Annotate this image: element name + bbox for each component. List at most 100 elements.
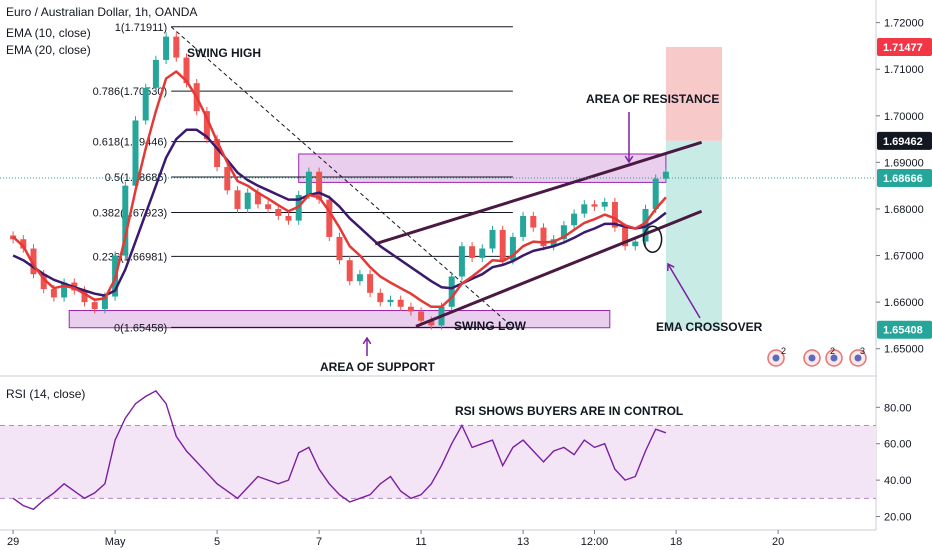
swing-high-label: SWING HIGH	[187, 46, 261, 60]
candle-body	[275, 208, 282, 216]
candle-body	[356, 274, 363, 282]
support-label: AREA OF SUPPORT	[320, 360, 436, 374]
crossover-label: EMA CROSSOVER	[656, 320, 763, 334]
fib-level-label: 0(1.65458)	[114, 322, 167, 334]
price-tag	[877, 168, 932, 187]
rsi-note-label: RSI SHOWS BUYERS ARE IN CONTROL	[455, 404, 683, 418]
candle-body	[479, 248, 486, 258]
price-tag	[877, 37, 932, 56]
candle-body	[346, 260, 353, 282]
candle-body	[560, 225, 567, 240]
candle-body	[540, 227, 547, 247]
candle-body	[203, 111, 210, 140]
candle-body	[173, 36, 180, 58]
price-axis-label: 1.66000	[884, 297, 924, 309]
candle-body	[601, 201, 608, 207]
candle-body	[40, 274, 47, 290]
resistance-label: AREA OF RESISTANCE	[586, 92, 719, 106]
candle-body	[387, 299, 394, 303]
swing-low-label: SWING LOW	[454, 319, 527, 333]
candle-body	[581, 204, 588, 214]
candle-body	[254, 192, 261, 205]
candle-body	[469, 246, 476, 258]
candle-body	[163, 36, 170, 60]
price-tag	[877, 131, 932, 150]
price-axis-label: 1.70000	[884, 111, 924, 123]
event-badge-icon	[854, 354, 862, 362]
fib-level-label: 0.618(1.69446)	[93, 137, 168, 149]
price-tag	[877, 320, 932, 339]
candle-body	[591, 204, 598, 207]
crossover-circle	[642, 225, 663, 253]
candle-body	[132, 120, 139, 186]
price-tag-label: 1.68666	[883, 173, 923, 185]
time-axis-label: 13	[517, 536, 529, 548]
candle-body	[244, 192, 251, 209]
event-badge-count: 2	[830, 346, 835, 356]
candle-body	[91, 302, 98, 310]
dashed-trendline	[170, 26, 514, 328]
price-tag-label: 1.71477	[883, 42, 923, 54]
crossover-arrow	[667, 263, 701, 319]
candle-body	[509, 236, 516, 261]
candle-body	[571, 213, 578, 226]
rsi-axis-label: 20.00	[884, 512, 912, 524]
price-tag-label: 1.65408	[883, 325, 923, 337]
candle-body	[489, 229, 496, 249]
candle-body	[183, 57, 190, 84]
time-axis-label: May	[105, 536, 126, 548]
candle-body	[377, 292, 384, 303]
time-axis-label: 12:00	[581, 536, 609, 548]
rsi-axis-label: 40.00	[884, 475, 912, 487]
candle-body	[397, 299, 404, 307]
ema20-legend: EMA (20, close)	[6, 43, 91, 57]
candle-body	[101, 296, 108, 310]
event-badge-icon	[830, 354, 838, 362]
channel-lower-line	[415, 209, 703, 328]
rsi-axis-label: 80.00	[884, 402, 912, 414]
price-axis-label: 1.72000	[884, 18, 924, 30]
price-axis-label: 1.65000	[884, 344, 924, 356]
price-axis-label: 1.67000	[884, 251, 924, 263]
candle-body	[305, 171, 312, 195]
candle-body	[50, 289, 57, 298]
support-arrow-head	[362, 336, 372, 345]
rsi-band	[0, 425, 876, 499]
candle-body	[326, 199, 333, 237]
rsi-legend: RSI (14, close)	[6, 387, 86, 401]
time-axis-label: 18	[670, 536, 682, 548]
rsi-axis-label: 60.00	[884, 439, 912, 451]
candle-body	[652, 178, 659, 209]
price-axis-label: 1.71000	[884, 64, 924, 76]
channel-upper-line	[374, 140, 703, 246]
candle-body	[458, 246, 465, 277]
candle-body	[142, 87, 149, 121]
time-axis-label: 7	[316, 536, 322, 548]
candle-body	[20, 239, 27, 249]
ema20-line	[12, 128, 667, 297]
candle-body	[214, 139, 221, 168]
candle-body	[530, 215, 537, 228]
candle-body	[418, 311, 425, 321]
price-axis-label: 1.69000	[884, 157, 924, 169]
price-axis-label: 1.68000	[884, 204, 924, 216]
stop-loss-zone	[665, 46, 722, 141]
candle-body	[336, 236, 343, 261]
resistance-zone	[298, 153, 667, 183]
candle-body	[81, 290, 88, 303]
time-axis-label: 29	[7, 536, 19, 548]
candle-body	[122, 185, 129, 256]
candle-body	[152, 59, 159, 88]
price-tag-label: 1.69462	[883, 136, 923, 148]
candle-body	[611, 201, 618, 228]
crossover-arrow-head	[667, 262, 675, 272]
candle-body	[499, 229, 506, 261]
candle-body	[448, 276, 455, 307]
take-profit-zone	[665, 140, 722, 330]
candle-body	[662, 171, 669, 179]
event-badge-icon	[772, 354, 780, 362]
fib-level-label: 1(1.71911)	[115, 22, 167, 34]
candle-body	[622, 227, 629, 247]
candle-body	[316, 171, 323, 200]
